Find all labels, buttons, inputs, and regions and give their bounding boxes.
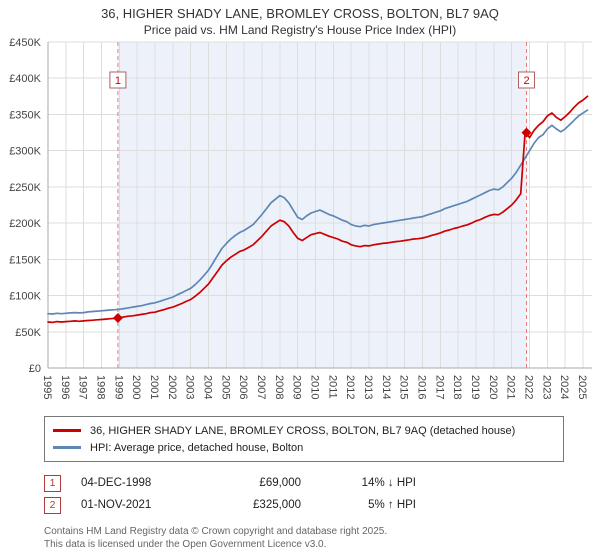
svg-text:2002: 2002	[166, 375, 178, 399]
legend-item-label: 36, HIGHER SHADY LANE, BROMLEY CROSS, BO…	[90, 424, 516, 437]
sale-1-hpi-diff: 14% ↓ HPI	[361, 477, 416, 490]
chart-header: 36, HIGHER SHADY LANE, BROMLEY CROSS, BO…	[0, 0, 600, 38]
svg-text:2009: 2009	[291, 375, 303, 399]
svg-text:2003: 2003	[184, 375, 196, 399]
svg-text:1996: 1996	[59, 375, 71, 399]
svg-text:1998: 1998	[95, 375, 107, 399]
svg-text:2013: 2013	[362, 375, 374, 399]
svg-text:1997: 1997	[77, 375, 89, 399]
svg-text:£250K: £250K	[9, 182, 41, 194]
svg-text:£100K: £100K	[9, 291, 41, 303]
svg-text:1: 1	[115, 75, 121, 87]
svg-text:2024: 2024	[558, 375, 570, 399]
hpi-line-swatch	[53, 446, 81, 450]
svg-text:2001: 2001	[148, 375, 160, 399]
legend-item-property[interactable]: 36, HIGHER SHADY LANE, BROMLEY CROSS, BO…	[53, 422, 555, 439]
svg-text:2005: 2005	[219, 375, 231, 399]
footer-line: This data is licensed under the Open Gov…	[44, 538, 327, 550]
page-title: 36, HIGHER SHADY LANE, BROMLEY CROSS, BO…	[101, 6, 499, 21]
legend: 36, HIGHER SHADY LANE, BROMLEY CROSS, BO…	[44, 416, 564, 463]
svg-text:1995: 1995	[41, 375, 53, 399]
svg-text:2014: 2014	[380, 375, 392, 399]
transaction-table: 1 04-DEC-1998 £69,000 14% ↓ HPI 2 01-NOV…	[44, 472, 600, 516]
legend-item-label: HPI: Average price, detached house, Bolt…	[90, 441, 304, 454]
svg-text:£350K: £350K	[9, 110, 41, 122]
legend-item-hpi[interactable]: HPI: Average price, detached house, Bolt…	[53, 439, 555, 456]
svg-text:£50K: £50K	[15, 327, 41, 339]
sale-2-price: £325,000	[253, 499, 301, 512]
svg-text:2017: 2017	[433, 375, 445, 399]
chart-subtitle: Price paid vs. HM Land Registry's House …	[143, 22, 457, 37]
svg-text:2004: 2004	[202, 375, 214, 399]
svg-text:2020: 2020	[487, 375, 499, 399]
sale-1-price: £69,000	[259, 477, 301, 490]
svg-text:2: 2	[523, 75, 529, 87]
table-row: 2 01-NOV-2021 £325,000 5% ↑ HPI	[44, 494, 600, 516]
svg-text:2023: 2023	[540, 375, 552, 399]
svg-text:2016: 2016	[416, 375, 428, 399]
svg-text:2022: 2022	[523, 375, 535, 399]
svg-text:£150K: £150K	[9, 255, 41, 267]
footer-line: Contains HM Land Registry data © Crown c…	[44, 526, 388, 538]
sale-2-badge: 2	[44, 496, 61, 514]
property-line-swatch	[53, 429, 81, 433]
svg-text:1999: 1999	[112, 375, 124, 399]
svg-text:2021: 2021	[505, 375, 517, 399]
svg-text:£450K: £450K	[9, 38, 41, 49]
sale-1-badge: 1	[44, 474, 61, 492]
svg-text:£300K: £300K	[9, 146, 41, 158]
svg-text:2000: 2000	[130, 375, 142, 399]
svg-text:£200K: £200K	[9, 219, 41, 231]
sale-1-date: 04-DEC-1998	[81, 477, 152, 490]
license-footer: Contains HM Land Registry data © Crown c…	[44, 526, 600, 551]
price-chart: 1995 1996 1997 1998 1999 2000 2001 2002 2003 2004…	[9, 38, 592, 400]
svg-text:2012: 2012	[344, 375, 356, 399]
svg-text:2008: 2008	[273, 375, 285, 399]
svg-text:2025: 2025	[576, 375, 588, 399]
svg-text:2010: 2010	[309, 375, 321, 399]
svg-text:2011: 2011	[326, 375, 338, 399]
svg-text:2007: 2007	[255, 375, 267, 399]
svg-text:2018: 2018	[451, 375, 463, 399]
sale-2-date: 01-NOV-2021	[81, 499, 152, 512]
svg-text:£400K: £400K	[9, 74, 41, 86]
svg-text:2015: 2015	[398, 375, 410, 399]
sale-2-hpi-diff: 5% ↑ HPI	[368, 499, 416, 512]
table-row: 1 04-DEC-1998 £69,000 14% ↓ HPI	[44, 472, 600, 494]
svg-text:£0: £0	[29, 363, 41, 375]
svg-text:2019: 2019	[469, 375, 481, 399]
svg-text:2006: 2006	[237, 375, 249, 399]
